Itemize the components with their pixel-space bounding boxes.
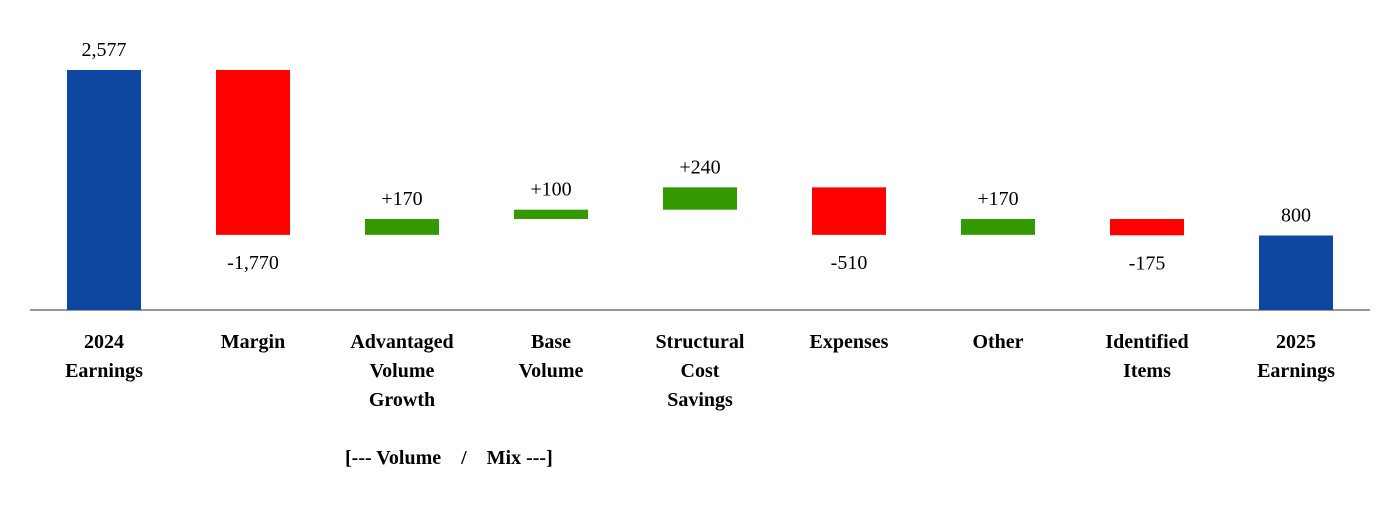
x-tick-label: 2025 Earnings — [1257, 331, 1335, 382]
bar — [961, 219, 1035, 235]
value-label: +240 — [679, 156, 720, 178]
value-label: 800 — [1281, 204, 1311, 226]
value-label: -175 — [1129, 252, 1166, 274]
bar — [514, 209, 588, 220]
value-label: 2,577 — [82, 39, 127, 61]
x-tick-label: Margin — [221, 331, 285, 353]
annotation: [--- Volume / Mix ---] — [345, 447, 553, 469]
bar — [216, 70, 290, 235]
bar — [67, 70, 141, 310]
value-label: -510 — [831, 252, 868, 274]
bar — [1259, 235, 1333, 310]
value-label: +170 — [977, 188, 1018, 210]
bar — [1110, 219, 1184, 236]
value-label: -1,770 — [227, 252, 279, 274]
bar — [812, 187, 886, 235]
value-label: +170 — [381, 188, 422, 210]
bar — [663, 187, 737, 210]
x-tick-label: Expenses — [810, 331, 889, 353]
x-tick-label: 2024 Earnings — [65, 331, 143, 382]
x-tick-label: Structural Cost Savings — [656, 331, 745, 411]
x-tick-label: Base Volume — [519, 331, 584, 382]
x-tick-label: Other — [972, 331, 1023, 353]
bar — [365, 219, 439, 235]
x-tick-label: Identified Items — [1105, 331, 1188, 382]
value-label: +100 — [530, 179, 571, 201]
x-tick-label: Advantaged Volume Growth — [350, 331, 453, 411]
